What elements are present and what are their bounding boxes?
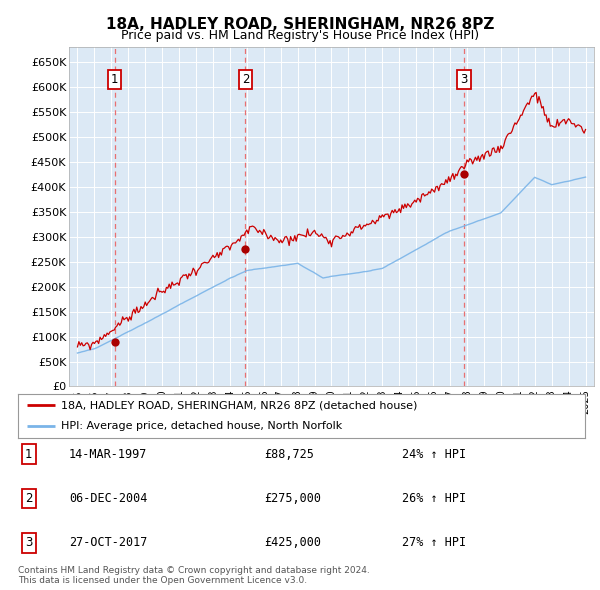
Text: 14-MAR-1997: 14-MAR-1997	[69, 448, 148, 461]
Text: 27-OCT-2017: 27-OCT-2017	[69, 536, 148, 549]
Text: HPI: Average price, detached house, North Norfolk: HPI: Average price, detached house, Nort…	[61, 421, 342, 431]
Text: Price paid vs. HM Land Registry's House Price Index (HPI): Price paid vs. HM Land Registry's House …	[121, 30, 479, 42]
Text: £275,000: £275,000	[264, 492, 321, 505]
Text: This data is licensed under the Open Government Licence v3.0.: This data is licensed under the Open Gov…	[18, 576, 307, 585]
Text: 18A, HADLEY ROAD, SHERINGHAM, NR26 8PZ: 18A, HADLEY ROAD, SHERINGHAM, NR26 8PZ	[106, 17, 494, 31]
Text: 3: 3	[460, 73, 467, 86]
Text: 06-DEC-2004: 06-DEC-2004	[69, 492, 148, 505]
Text: 1: 1	[111, 73, 118, 86]
Text: 1: 1	[25, 448, 32, 461]
Text: 2: 2	[25, 492, 32, 505]
Text: Contains HM Land Registry data © Crown copyright and database right 2024.: Contains HM Land Registry data © Crown c…	[18, 566, 370, 575]
Text: 27% ↑ HPI: 27% ↑ HPI	[402, 536, 466, 549]
Text: 18A, HADLEY ROAD, SHERINGHAM, NR26 8PZ (detached house): 18A, HADLEY ROAD, SHERINGHAM, NR26 8PZ (…	[61, 401, 417, 411]
Text: £425,000: £425,000	[264, 536, 321, 549]
Text: 26% ↑ HPI: 26% ↑ HPI	[402, 492, 466, 505]
Text: 24% ↑ HPI: 24% ↑ HPI	[402, 448, 466, 461]
Text: 2: 2	[242, 73, 249, 86]
Text: 3: 3	[25, 536, 32, 549]
Text: £88,725: £88,725	[264, 448, 314, 461]
